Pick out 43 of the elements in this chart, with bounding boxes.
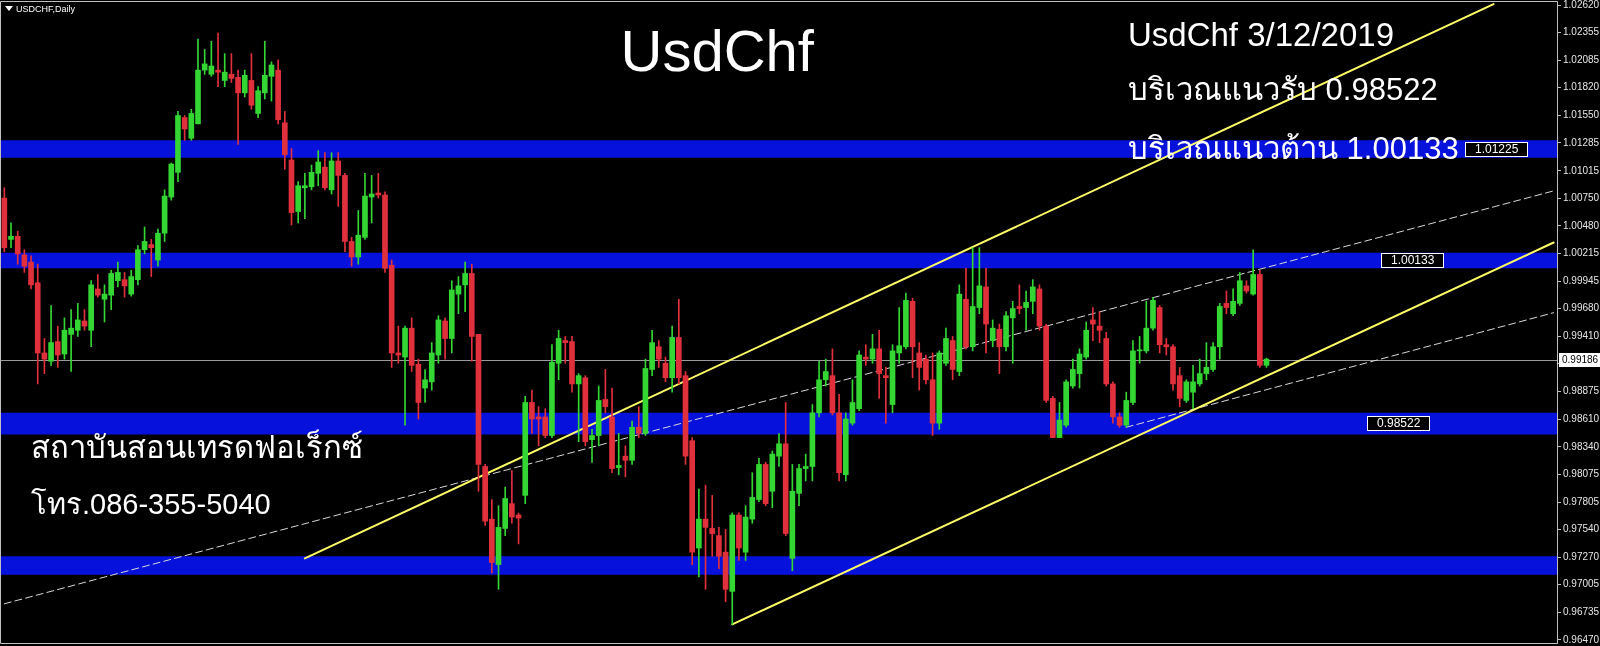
band-label: 1.00133 — [1381, 253, 1445, 269]
candlestick — [215, 32, 221, 87]
y-tick-label: 0.99680 — [1563, 302, 1600, 314]
y-tick-label: 0.97805 — [1563, 495, 1600, 507]
candlestick — [1023, 290, 1029, 331]
y-tick-label: 0.97005 — [1563, 578, 1600, 590]
candlestick — [615, 433, 622, 476]
y-tick-label: 1.02355 — [1563, 26, 1600, 38]
annotation: UsdChf 3/12/2019 — [1128, 16, 1395, 54]
y-tick-label: 0.96470 — [1563, 633, 1600, 645]
y-tick-label: 0.98875 — [1563, 385, 1600, 397]
band-label: 1.01225 — [1465, 141, 1529, 157]
annotation: สถาบันสอนเทรดฟอเร็กซ์ — [31, 430, 363, 466]
candlestick — [8, 222, 14, 248]
y-tick-label: 1.02085 — [1563, 54, 1600, 66]
y-tick-label: 0.99945 — [1563, 274, 1600, 286]
y-tick-label: 0.96735 — [1563, 606, 1600, 618]
y-tick-label: 1.00215 — [1563, 247, 1600, 259]
y-tick-label: 1.02620 — [1563, 0, 1600, 10]
y-tick-label: 0.97540 — [1563, 523, 1600, 535]
y-tick-label: 1.01820 — [1563, 81, 1600, 93]
y-tick-label: 1.01550 — [1563, 109, 1600, 121]
candlestick — [95, 274, 101, 298]
y-tick-label: 1.00480 — [1563, 219, 1600, 231]
y-tick-label: 1.00750 — [1563, 191, 1600, 203]
annotation: USDCHF,Daily — [16, 4, 76, 15]
y-tick-label: 1.01015 — [1563, 164, 1600, 176]
candlestick — [883, 367, 889, 424]
annotation: บริเวณแนวรับ 0.98522 — [1128, 72, 1438, 108]
candlestick — [635, 406, 642, 438]
ref-line-label: 0.99186 — [1559, 352, 1600, 367]
candlestick — [709, 495, 716, 557]
band-label: 0.98522 — [1367, 416, 1431, 432]
candlestick — [148, 239, 155, 277]
candlestick — [462, 261, 468, 312]
y-tick-label: 0.97270 — [1563, 551, 1600, 563]
y-tick-label: 1.01285 — [1563, 136, 1600, 148]
y-tick-label: 0.98340 — [1563, 440, 1600, 452]
chart-title: UsdChf — [620, 17, 814, 85]
y-tick-label: 0.98075 — [1563, 467, 1600, 479]
y-tick-label: 0.99410 — [1563, 330, 1600, 342]
y-tick-label: 0.98610 — [1563, 412, 1600, 424]
annotation: โทร.086-355-5040 — [31, 488, 271, 522]
